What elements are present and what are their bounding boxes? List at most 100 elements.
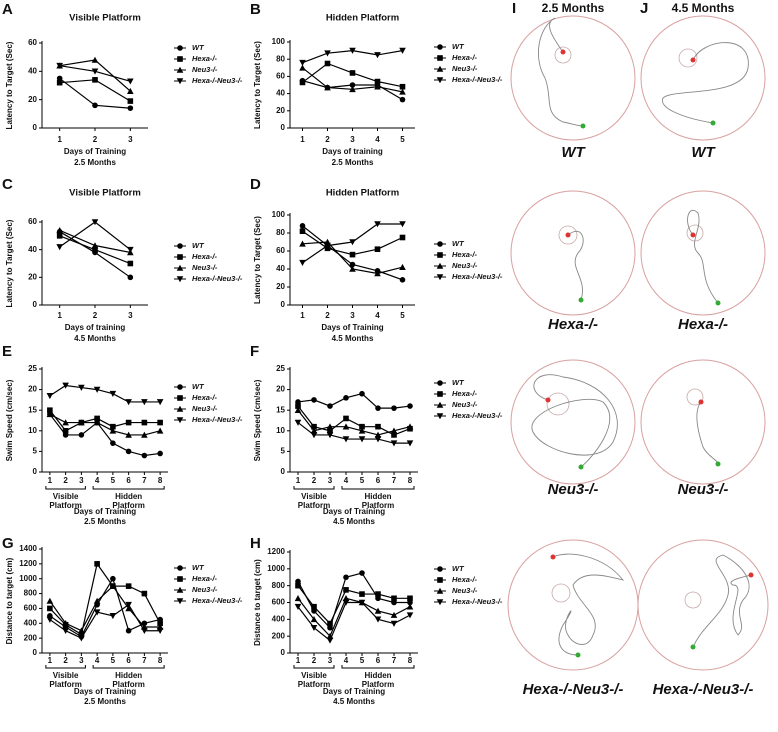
legend-label: Hexa-/- (452, 389, 478, 398)
y-tick-label: 0 (281, 300, 286, 309)
marker (436, 599, 444, 606)
legend-label: Hexa-/- (452, 250, 478, 259)
marker (46, 616, 54, 623)
marker (177, 384, 183, 390)
marker (47, 605, 53, 612)
marker (326, 423, 334, 430)
marker (358, 599, 366, 606)
column-title: 2.5 Months (542, 1, 605, 15)
marker (299, 223, 306, 229)
x-tick-label: 2 (93, 135, 98, 144)
marker (299, 259, 306, 266)
x-tick-label: 2 (93, 311, 98, 320)
marker (399, 96, 406, 103)
marker (127, 98, 134, 104)
marker (327, 624, 333, 631)
marker (62, 428, 69, 434)
marker (62, 419, 69, 426)
y-tick-label: 0 (33, 300, 38, 309)
track-panels: I 2.5 Months J 4.5 Months WT WT Hexa-/- (507, 0, 769, 698)
x-tick-label: 1 (300, 311, 305, 320)
marker (374, 436, 382, 443)
chart-panel: C Visible Platform 0 20 40 60 Latency to Targe… (2, 176, 243, 343)
y-axis-label: Swim Speed (cm/sec) (5, 379, 14, 461)
genotype-label: Hexa-/- (548, 316, 598, 333)
legend-label: Hexa-/-Neu3-/- (192, 76, 243, 85)
marker (56, 75, 63, 82)
y-tick-label: 0 (281, 123, 286, 132)
marker (436, 587, 444, 594)
marker (374, 52, 381, 59)
marker (327, 403, 333, 409)
legend-label: Neu3-/- (452, 261, 478, 270)
y-tick-label: 25 (276, 364, 285, 373)
marker (176, 264, 184, 271)
column-title: 4.5 Months (672, 1, 735, 15)
track (507, 539, 639, 671)
x-tick-label: 1 (57, 311, 62, 320)
panel-letter: D (250, 176, 261, 193)
genotype-label: Neu3-/- (548, 481, 599, 498)
marker (310, 624, 318, 632)
marker (437, 380, 443, 386)
marker (46, 597, 54, 604)
marker (141, 419, 148, 426)
marker (56, 79, 63, 86)
chart-panel: F 0 5 10 15 20 25 Swim Speed (cm/sec) 1 2 3 4 5 6 7 8 Vi… (250, 343, 503, 526)
marker (125, 419, 132, 426)
track (510, 359, 636, 485)
marker (327, 620, 333, 627)
marker (436, 401, 444, 408)
y-tick-label: 20 (276, 385, 285, 394)
y-tick-label: 800 (24, 589, 38, 598)
marker (125, 605, 132, 612)
marker (343, 395, 349, 401)
marker (436, 262, 444, 269)
legend-label: Hexa-/-Neu3-/- (452, 75, 503, 84)
x-tick-label: 3 (79, 476, 84, 485)
marker (141, 452, 148, 459)
x-tick-label: 2 (312, 656, 317, 665)
marker (437, 44, 443, 50)
marker (127, 87, 134, 94)
marker (390, 427, 398, 434)
y-tick-label: 0 (33, 467, 38, 476)
y-tick-label: 0 (281, 648, 286, 657)
x-tick-label: 3 (328, 476, 333, 485)
y-tick-label: 1000 (267, 564, 285, 573)
marker (399, 221, 406, 228)
marker (91, 219, 99, 226)
marker (177, 45, 183, 51)
marker (399, 47, 406, 54)
bracket-label: Hidden Platform (362, 671, 394, 689)
panel-letter: F (250, 343, 259, 360)
chart-panel: G 0 200 400 600 800 1000 1200 1400 Distance to ta… (2, 535, 243, 706)
marker (407, 403, 413, 409)
marker (375, 405, 381, 411)
marker (92, 246, 98, 253)
x-tick-label: 4 (344, 656, 349, 665)
marker (436, 77, 444, 84)
track (637, 539, 769, 671)
marker (374, 78, 381, 85)
subtitle: 2.5 Months (84, 517, 126, 526)
legend-label: Hexa-/- (192, 393, 218, 402)
legend-label: WT (452, 378, 465, 387)
marker (110, 575, 116, 582)
marker (176, 598, 184, 605)
panel-letter: J (640, 0, 648, 17)
marker (91, 242, 99, 249)
genotype-label: Hexa-/-Neu3-/- (653, 681, 754, 698)
marker (125, 627, 132, 634)
panel-letter: I (512, 0, 516, 17)
marker (177, 576, 183, 582)
marker (94, 561, 100, 567)
y-tick-label: 200 (24, 633, 38, 642)
marker (399, 88, 406, 95)
marker (342, 594, 350, 602)
marker (349, 265, 356, 272)
panel-letter: G (2, 535, 14, 552)
marker (342, 436, 350, 443)
marker (399, 234, 406, 241)
